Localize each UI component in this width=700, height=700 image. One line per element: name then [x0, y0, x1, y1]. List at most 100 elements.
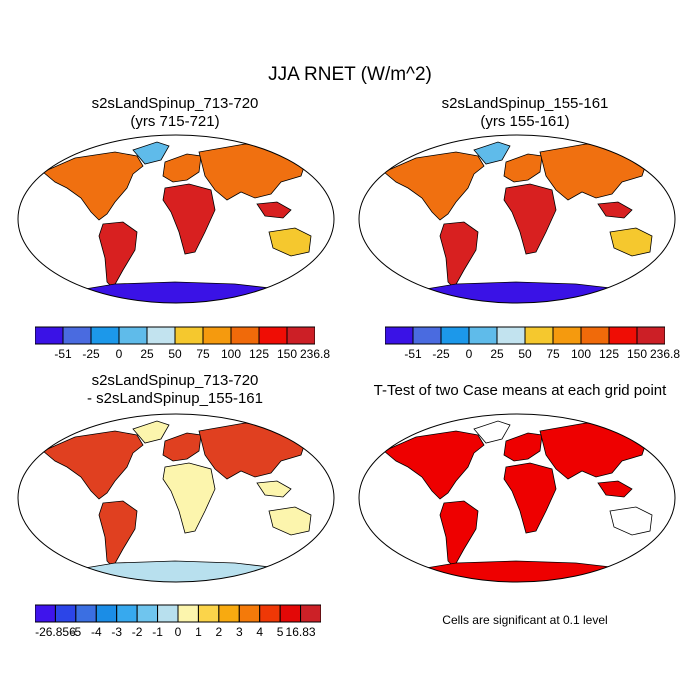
continent-asia: [539, 422, 649, 480]
continent-south-america: [439, 500, 479, 568]
continent-greenland: [132, 141, 170, 165]
colorbar-swatch: [552, 326, 582, 345]
colorbar-swatch: [62, 326, 92, 345]
colorbar-swatch: [218, 604, 240, 623]
colorbar-tick-label: -51: [404, 347, 422, 361]
colorbar-tick-label: 100: [570, 347, 592, 361]
colorbar-tick-label: 25: [140, 347, 154, 361]
colorbar-swatch: [580, 326, 610, 345]
panel-3-title-line1: s2sLandSpinup_713-720: [91, 372, 259, 389]
colorbar-tick-label: 125: [248, 347, 270, 361]
continent-australia: [609, 227, 653, 257]
colorbar-tick-label: -3: [111, 625, 123, 639]
colorbar-swatch: [202, 326, 232, 345]
colorbar-swatch: [608, 326, 638, 345]
colorbar-swatch: [116, 604, 138, 623]
colorbar-1-labels: -51 -25 0 25 50 75 100 125 150 236.8: [35, 347, 330, 363]
map-border: [358, 134, 676, 304]
continent-europe: [162, 432, 202, 462]
colorbar-tick-label: 0: [465, 347, 473, 361]
continent-south-america: [98, 221, 138, 289]
colorbar-tick-label: 0: [174, 625, 182, 639]
colorbar-swatch: [468, 326, 498, 345]
colorbar-swatch: [75, 604, 97, 623]
colorbar-swatch: [412, 326, 442, 345]
colorbar-tick-label: 5: [276, 625, 284, 639]
colorbar-tick-label: 75: [546, 347, 560, 361]
colorbar-tick-label: 25: [490, 347, 504, 361]
colorbar-tick-label: 2: [215, 625, 223, 639]
world-map-rnet-case1: [17, 134, 335, 304]
colorbar-swatch: [286, 326, 316, 345]
colorbar-2-swatches: [384, 326, 666, 345]
continent-north-america: [383, 430, 485, 500]
continent-asia: [539, 143, 649, 201]
continent-europe: [162, 153, 202, 183]
colorbar-tick-label: -2: [131, 625, 143, 639]
colorbar-swatch: [157, 604, 179, 623]
colorbar-tick-label: -51: [54, 347, 72, 361]
panel-4-title: T-Test of two Case means at each grid po…: [345, 382, 695, 400]
continent-south-america: [439, 221, 479, 289]
colorbar-tick-label: 3: [235, 625, 243, 639]
colorbar-swatch: [118, 326, 148, 345]
colorbar-1-swatches: [34, 326, 316, 345]
panel-1-title-line1: s2sLandSpinup_713-720: [91, 95, 259, 112]
world-map-rnet-case2: [358, 134, 676, 304]
colorbar-swatch: [524, 326, 554, 345]
colorbar-tick-label: -4: [90, 625, 102, 639]
panel-2-title-line1: s2sLandSpinup_155-161: [441, 95, 609, 112]
continent-southeast-asia: [597, 480, 633, 498]
map-panel-3: [15, 411, 337, 586]
colorbar-swatch: [440, 326, 470, 345]
colorbar-swatch: [146, 326, 176, 345]
panel-1-title-line2: (yrs 715-721): [130, 113, 220, 130]
colorbar-tick-label: 75: [196, 347, 210, 361]
colorbar-tick-label: 100: [220, 347, 242, 361]
colorbar-tick-label: 125: [598, 347, 620, 361]
colorbar-tick-label: 150: [626, 347, 648, 361]
colorbar-swatch: [90, 326, 120, 345]
continent-north-america: [383, 151, 485, 221]
colorbar-swatch: [174, 326, 204, 345]
colorbar-swatch: [197, 604, 220, 623]
colorbar-3-swatches: [34, 604, 322, 623]
colorbar-swatch: [636, 326, 666, 345]
colorbar-tick-label: -1: [152, 625, 163, 639]
continent-australia: [268, 227, 312, 257]
colorbar-swatch: [496, 326, 526, 345]
panel-3-title: s2sLandSpinup_713-720 - s2sLandSpinup_15…: [15, 372, 335, 408]
colorbar-swatch: [259, 604, 281, 623]
continent-australia: [268, 506, 312, 536]
colorbar-swatch: [230, 326, 260, 345]
continent-north-america: [42, 430, 144, 500]
colorbar-swatch: [279, 604, 302, 623]
colorbar-tick-label: -25: [82, 347, 100, 361]
map-panel-4: [356, 411, 678, 586]
colorbar-tick-label: 150: [276, 347, 298, 361]
colorbar-tick-label: 0: [115, 347, 123, 361]
colorbar-panel-1: [34, 326, 316, 351]
continent-southeast-asia: [256, 201, 292, 219]
panel-3-title-line2: - s2sLandSpinup_155-161: [87, 390, 263, 407]
continent-greenland: [473, 420, 511, 444]
continent-africa: [162, 183, 216, 255]
map-border: [17, 413, 335, 583]
colorbar-tick-label: 1: [195, 625, 202, 639]
continent-greenland: [132, 420, 170, 444]
map-panel-1: [15, 132, 337, 307]
colorbar-tick-label: -25: [432, 347, 450, 361]
colorbar-panel-2: [384, 326, 666, 351]
colorbar-tick-label: 50: [168, 347, 182, 361]
continent-asia: [198, 143, 308, 201]
continent-australia: [609, 506, 653, 536]
colorbar-swatch: [177, 604, 199, 623]
world-map-ttest-significance: [358, 413, 676, 583]
panel-1-title: s2sLandSpinup_713-720 (yrs 715-721): [15, 95, 335, 131]
colorbar-swatch: [34, 604, 56, 623]
colorbar-swatch: [136, 604, 159, 623]
figure-title: JJA RNET (W/m^2): [268, 64, 432, 85]
world-map-rnet-difference: [17, 413, 335, 583]
continent-africa: [503, 183, 557, 255]
colorbar-swatch: [300, 604, 322, 623]
